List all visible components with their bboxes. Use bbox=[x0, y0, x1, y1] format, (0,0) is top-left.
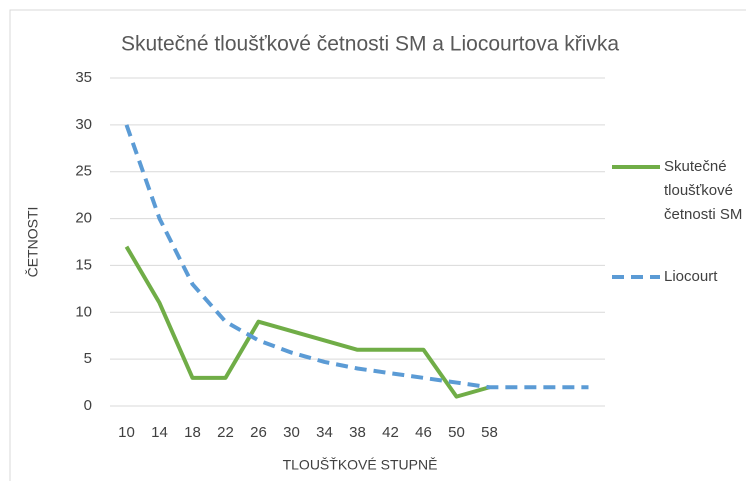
x-tick-label: 46 bbox=[415, 424, 432, 441]
x-tick-label: 18 bbox=[184, 424, 201, 441]
x-tick-label: 34 bbox=[316, 424, 333, 441]
x-tick-label: 58 bbox=[481, 424, 498, 441]
y-tick-label: 20 bbox=[75, 210, 92, 227]
series-line bbox=[124, 245, 491, 399]
y-axis-label: ČETNOSTI bbox=[25, 207, 41, 278]
x-tick-label: 22 bbox=[217, 424, 234, 441]
x-tick-label: 14 bbox=[151, 424, 168, 441]
y-tick-label: 5 bbox=[84, 350, 92, 367]
series-line bbox=[124, 124, 589, 390]
x-tick-label: 10 bbox=[118, 424, 135, 441]
y-tick-label: 25 bbox=[75, 163, 92, 180]
x-tick-label: 38 bbox=[349, 424, 366, 441]
y-tick-label: 0 bbox=[84, 397, 92, 414]
y-tick-label: 10 bbox=[75, 303, 92, 320]
legend-label: Liocourt bbox=[664, 268, 718, 285]
y-tick-label: 35 bbox=[75, 69, 92, 86]
x-tick-label: 42 bbox=[382, 424, 399, 441]
x-tick-label: 30 bbox=[283, 424, 300, 441]
x-tick-label: 50 bbox=[448, 424, 465, 441]
legend-label: Skutečné tloušťkové četnosti SM bbox=[664, 158, 743, 223]
y-tick-label: 30 bbox=[75, 116, 92, 133]
chart-title: Skutečné tloušťkové četnosti SM a Liocou… bbox=[121, 33, 619, 56]
y-tick-label: 15 bbox=[75, 256, 92, 273]
x-axis-label: TLOUŠŤKOVÉ STUPNĚ bbox=[283, 457, 438, 473]
chart-border bbox=[9, 9, 746, 481]
x-tick-label: 26 bbox=[250, 424, 267, 441]
